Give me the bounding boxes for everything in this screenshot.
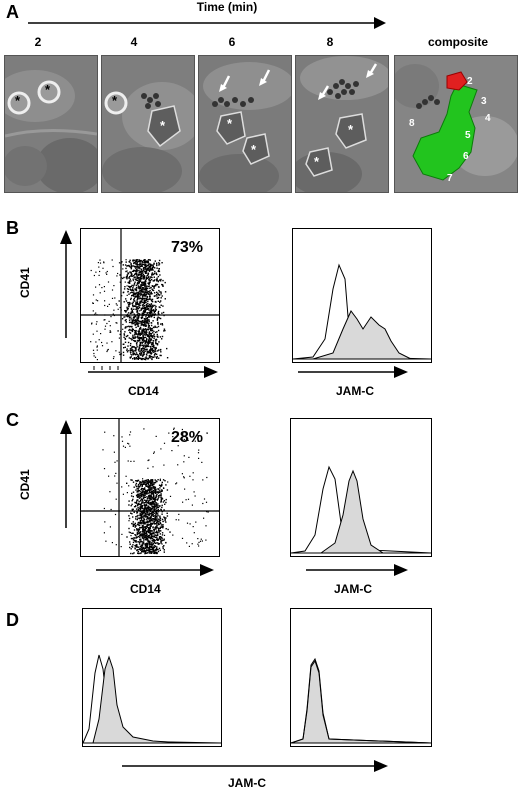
time-label-8: 8 — [326, 35, 334, 49]
b-dot-plot: 73% — [80, 228, 220, 363]
y-axis-arrow — [60, 230, 72, 338]
marker-asterisk: * — [251, 142, 257, 157]
composite-number: 3 — [481, 96, 487, 107]
b-dot-cloud — [90, 259, 169, 361]
micrograph-2min: * * — [4, 55, 98, 193]
marker-asterisk: * — [227, 116, 233, 131]
c-dot-plot: 28% — [80, 418, 220, 557]
composite-number: 6 — [463, 151, 469, 162]
d-histogram-right — [290, 608, 432, 747]
b-hist-xlabel: JAM-C — [336, 384, 374, 398]
b-histogram — [292, 228, 432, 363]
composite-label: composite — [427, 35, 488, 49]
time-label-2: 2 — [34, 35, 42, 49]
micrograph-4min: * * — [101, 55, 195, 193]
y-axis-arrow — [60, 420, 72, 528]
time-axis-arrow — [28, 17, 386, 29]
micrograph-6min: * * — [198, 55, 292, 193]
marker-asterisk: * — [160, 118, 166, 133]
time-label-4: 4 — [130, 35, 138, 49]
b-percent: 73% — [171, 239, 204, 256]
c-percent: 28% — [171, 429, 204, 446]
d-histogram-left — [82, 608, 222, 747]
x-axis-arrow — [122, 760, 388, 772]
composite-number: 8 — [409, 118, 415, 129]
composite-number: 2 — [467, 76, 473, 87]
c-hist-xlabel: JAM-C — [334, 582, 372, 596]
panel-d-letter: D — [6, 610, 19, 630]
b-dot-ylabel: CD41 — [18, 267, 32, 298]
marker-asterisk: * — [45, 82, 51, 97]
panel-b-letter: B — [6, 218, 19, 238]
c-dot-ylabel: CD41 — [18, 469, 32, 500]
time-label-6: 6 — [228, 35, 236, 49]
b-dot-xlabel: CD14 — [128, 384, 159, 398]
composite-number: 7 — [447, 173, 453, 184]
marker-asterisk: * — [348, 122, 354, 137]
composite-number: 5 — [465, 130, 471, 141]
marker-asterisk: * — [112, 93, 118, 108]
x-axis-arrow — [88, 366, 218, 378]
c-dot-xlabel: CD14 — [130, 582, 161, 596]
panel-a-letter: A — [6, 2, 19, 22]
x-axis-arrow — [306, 564, 408, 576]
x-axis-arrow — [96, 564, 214, 576]
marker-asterisk: * — [314, 154, 320, 169]
composite-number: 4 — [485, 113, 491, 124]
marker-asterisk: * — [15, 93, 21, 108]
panel-c-letter: C — [6, 410, 19, 430]
c-dot-cloud — [102, 427, 209, 555]
micrograph-8min: * * — [295, 55, 389, 193]
c-histogram — [290, 418, 432, 557]
d-hist-xlabel: JAM-C — [228, 776, 266, 790]
time-axis-label: Time (min) — [196, 0, 258, 14]
x-axis-arrow — [298, 366, 408, 378]
micrograph-composite: 2 3 4 5 6 7 8 — [394, 55, 518, 193]
